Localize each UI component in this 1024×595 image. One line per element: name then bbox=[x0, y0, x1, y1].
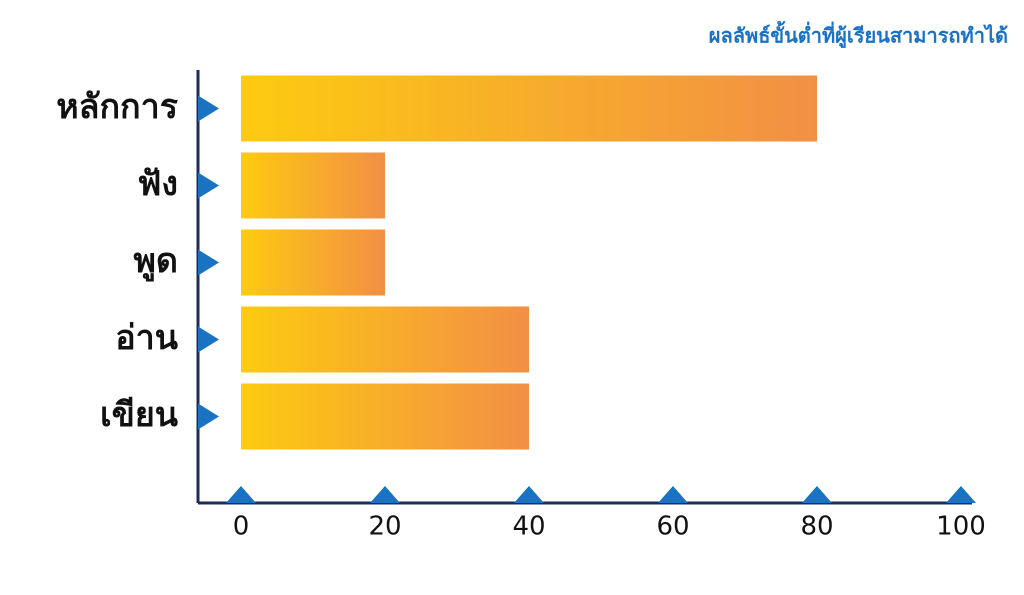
bar bbox=[241, 383, 529, 450]
category-marker bbox=[198, 403, 219, 430]
x-tick-label: 60 bbox=[656, 512, 689, 542]
category-marker bbox=[198, 326, 219, 353]
x-tick-label: 40 bbox=[512, 512, 545, 542]
x-tick-label: 100 bbox=[936, 512, 986, 542]
x-tick-label: 0 bbox=[233, 512, 250, 542]
bar bbox=[241, 306, 529, 373]
bar bbox=[241, 152, 385, 219]
x-tick-marker bbox=[226, 486, 256, 503]
x-tick-label: 20 bbox=[368, 512, 401, 542]
x-tick-marker bbox=[514, 486, 544, 503]
category-marker bbox=[198, 249, 219, 276]
x-tick-marker bbox=[946, 486, 976, 503]
x-tick-marker bbox=[370, 486, 400, 503]
y-tick-label: หลักการ bbox=[56, 87, 179, 127]
category-marker bbox=[198, 95, 219, 122]
x-tick-marker bbox=[802, 486, 832, 503]
x-tick-label: 80 bbox=[800, 512, 833, 542]
y-tick-label: พูด bbox=[134, 241, 179, 282]
bar bbox=[241, 75, 817, 142]
chart-title: ผลลัพธ์ขั้นต่ำที่ผู้เรียนสามารถทำได้ bbox=[709, 21, 1008, 50]
x-tick-marker bbox=[658, 486, 688, 503]
bar bbox=[241, 229, 385, 296]
y-tick-label: เขียน bbox=[100, 395, 178, 435]
category-marker bbox=[198, 172, 219, 199]
y-tick-label: ฟัง bbox=[137, 164, 178, 204]
y-tick-label: อ่าน bbox=[115, 318, 178, 358]
